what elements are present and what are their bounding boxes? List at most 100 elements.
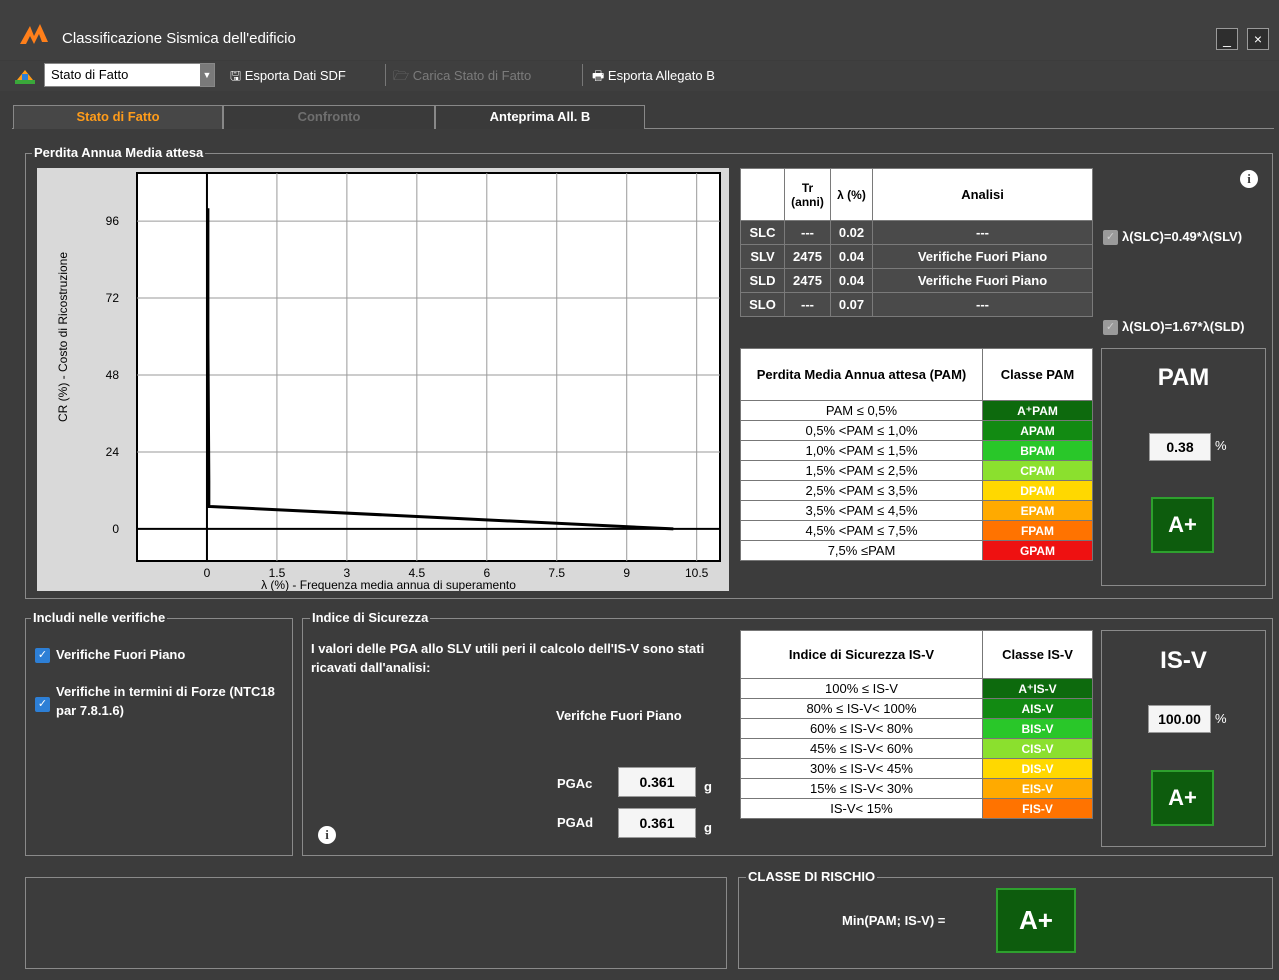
structure-icon xyxy=(15,70,35,84)
analysis-cell: 0.07 xyxy=(830,292,873,317)
class-row: 30% ≤ IS-V< 45% DIS-V xyxy=(740,758,1093,779)
export-sdf-label: Esporta Dati SDF xyxy=(244,68,346,83)
class-range: 4,5% <PAM ≤ 7,5% xyxy=(740,520,983,541)
pam-class-badge: A+ xyxy=(1151,497,1214,553)
isv-unit: % xyxy=(1215,711,1227,726)
isv-result-title: IS-V xyxy=(1160,647,1207,674)
export-b-button[interactable]: 🖶 Esporta Allegato B xyxy=(592,67,715,89)
analysis-header: Analisi xyxy=(872,168,1093,221)
analysis-row: SLD 2475 0.04 Verifiche Fuori Piano xyxy=(740,268,1093,293)
class-row: 15% ≤ IS-V< 30% EIS-V xyxy=(740,778,1093,799)
class-range: 100% ≤ IS-V xyxy=(740,678,983,699)
verifiche-column-label: Verifche Fuori Piano xyxy=(556,708,682,723)
analysis-cell: --- xyxy=(784,220,831,245)
class-row: 1,0% <PAM ≤ 1,5% BPAM xyxy=(740,440,1093,461)
title-bar xyxy=(0,0,1279,60)
tab-anteprima[interactable]: Anteprima All. B xyxy=(435,105,645,129)
class-row: 60% ≤ IS-V< 80% BIS-V xyxy=(740,718,1093,739)
y-tick-label: 0 xyxy=(112,522,119,536)
checkbox-forze[interactable]: ✓ xyxy=(35,697,50,712)
minimize-button[interactable]: _ xyxy=(1216,28,1238,50)
rischio-formula: Min(PAM; IS-V) = xyxy=(842,913,946,928)
tab-stato-di-fatto[interactable]: Stato di Fatto xyxy=(13,105,223,129)
class-cell: EPAM xyxy=(982,500,1093,521)
class-cell: CPAM xyxy=(982,460,1093,481)
checkbox-fuori-piano[interactable]: ✓ xyxy=(35,648,50,663)
save-icon: 🖫 xyxy=(230,68,242,83)
pgad-value: 0.361 xyxy=(618,808,696,838)
plot-area xyxy=(136,172,721,562)
class-cell: FPAM xyxy=(982,520,1093,541)
pam-group-label: Perdita Annua Media attesa xyxy=(32,145,206,160)
analysis-cell: SLD xyxy=(740,268,785,293)
analysis-row: SLC --- 0.02 --- xyxy=(740,220,1093,245)
class-range: PAM ≤ 0,5% xyxy=(740,400,983,421)
class-row: 7,5% ≤PAM GPAM xyxy=(740,540,1093,561)
includi-group-label: Includi nelle verifiche xyxy=(31,610,168,625)
analysis-cell: SLV xyxy=(740,244,785,269)
pgac-unit: g xyxy=(704,779,712,794)
y-tick-label: 96 xyxy=(106,214,120,228)
class-row: 1,5% <PAM ≤ 2,5% CPAM xyxy=(740,460,1093,481)
indice-group xyxy=(302,618,1273,856)
pam-unit: % xyxy=(1215,438,1227,453)
checkbox-lambda-slo[interactable]: ✓ xyxy=(1103,320,1118,335)
pam-chart-svg: 0 1.5 3 4.5 6 7.5 9 10.5 96 72 48 24 0 λ (%) - Freque… xyxy=(56,172,721,592)
analysis-cell: 0.02 xyxy=(830,220,873,245)
y-tick-label: 48 xyxy=(106,368,120,382)
rischio-class-badge: A+ xyxy=(996,888,1076,953)
chevron-down-icon: ▼ xyxy=(200,64,214,86)
analysis-header: λ (%) xyxy=(830,168,873,221)
isv-result-box xyxy=(1101,630,1266,847)
analysis-cell: 2475 xyxy=(784,268,831,293)
analysis-cell: 2475 xyxy=(784,244,831,269)
app-logo-icon xyxy=(20,24,48,44)
state-select-value: Stato di Fatto xyxy=(51,67,129,82)
class-cell: EIS-V xyxy=(982,778,1093,799)
class-cell: GPAM xyxy=(982,540,1093,561)
class-row: 3,5% <PAM ≤ 4,5% EPAM xyxy=(740,500,1093,521)
isv-class-badge: A+ xyxy=(1151,770,1214,826)
x-tick-label: 1.5 xyxy=(269,566,286,580)
rischio-group xyxy=(738,877,1273,969)
info-icon[interactable]: i xyxy=(318,826,336,844)
analysis-row: SLO --- 0.07 --- xyxy=(740,292,1093,317)
analysis-header xyxy=(740,168,785,221)
class-range: 80% ≤ IS-V< 100% xyxy=(740,698,983,719)
tab-confronto[interactable]: Confronto xyxy=(223,105,435,129)
class-cell: DIS-V xyxy=(982,758,1093,779)
analysis-cell: 0.04 xyxy=(830,244,873,269)
fuori-piano-label: Verifiche Fuori Piano xyxy=(56,647,186,662)
class-cell: A⁺IS-V xyxy=(982,678,1093,699)
info-icon[interactable]: i xyxy=(1240,170,1258,188)
class-cell: A⁺PAM xyxy=(982,400,1093,421)
isv-class-table: Indice di Sicurezza IS-V Classe IS-V 100… xyxy=(740,630,1093,819)
class-row: 2,5% <PAM ≤ 3,5% DPAM xyxy=(740,480,1093,501)
class-row: IS-V< 15% FIS-V xyxy=(740,798,1093,819)
class-range: 60% ≤ IS-V< 80% xyxy=(740,718,983,739)
class-range: 2,5% <PAM ≤ 3,5% xyxy=(740,480,983,501)
class-cell: APAM xyxy=(982,420,1093,441)
class-cell: BPAM xyxy=(982,440,1093,461)
analysis-cell: SLO xyxy=(740,292,785,317)
class-row: PAM ≤ 0,5% A⁺PAM xyxy=(740,400,1093,421)
y-tick-label: 24 xyxy=(106,445,120,459)
indice-description: I valori delle PGA allo SLV utili peri i… xyxy=(311,641,705,675)
x-tick-label: 10.5 xyxy=(685,566,709,580)
state-select[interactable]: Stato di Fatto ▼ xyxy=(44,63,215,87)
analysis-cell: --- xyxy=(872,292,1093,317)
load-sdf-button[interactable]: 🗁 Carica Stato di Fatto xyxy=(393,67,531,89)
checkbox-lambda-slc[interactable]: ✓ xyxy=(1103,230,1118,245)
isv-value: 100.00 xyxy=(1148,705,1211,733)
analysis-header: Tr (anni) xyxy=(784,168,831,221)
close-button[interactable]: × xyxy=(1247,28,1269,50)
forze-label: Verifiche in termini di Forze (NTC18 par… xyxy=(56,684,275,718)
analysis-table: Tr (anni) λ (%) Analisi SLC --- 0.02 --- SLV… xyxy=(740,168,1093,317)
class-cell: CIS-V xyxy=(982,738,1093,759)
isv-header: Indice di Sicurezza IS-V xyxy=(740,630,983,679)
class-range: 1,5% <PAM ≤ 2,5% xyxy=(740,460,983,481)
pam-curve xyxy=(206,208,674,531)
pam-class-table: Perdita Media Annua attesa (PAM) Classe … xyxy=(740,348,1093,561)
export-sdf-button[interactable]: 🖫 Esporta Dati SDF xyxy=(230,67,346,89)
class-row: 100% ≤ IS-V A⁺IS-V xyxy=(740,678,1093,699)
